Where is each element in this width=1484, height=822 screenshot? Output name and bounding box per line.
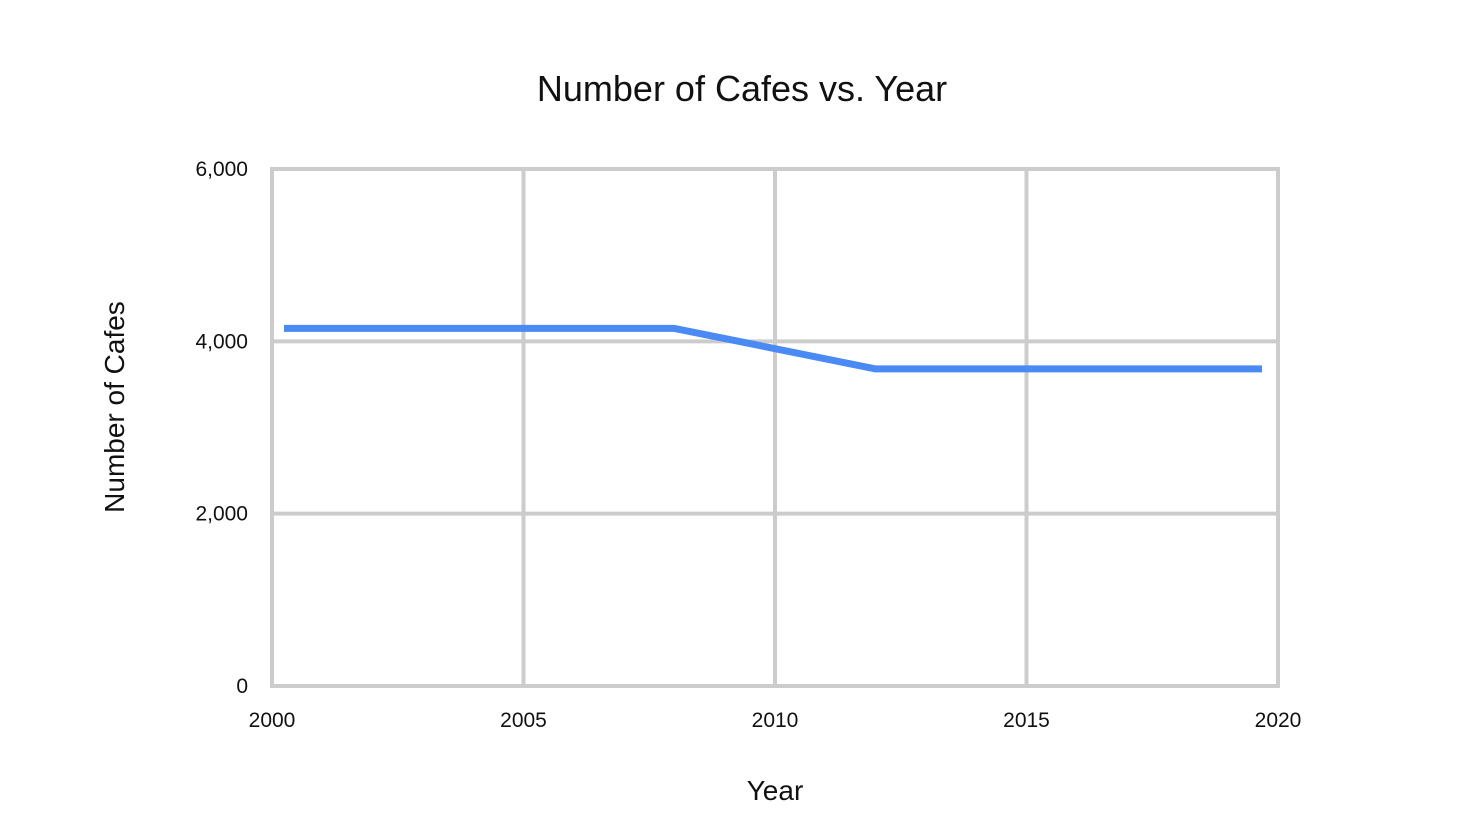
y-tick-label: 2,000 — [195, 503, 248, 526]
y-tick-label: 0 — [236, 675, 248, 698]
x-tick-label: 2015 — [1003, 709, 1050, 732]
y-tick-label: 4,000 — [195, 330, 248, 353]
x-tick-label: 2000 — [249, 709, 296, 732]
y-axis-title: Number of Cafes — [99, 301, 130, 513]
series-layer — [284, 324, 1262, 373]
series-line — [284, 324, 1262, 373]
y-tick-label: 6,000 — [195, 158, 248, 181]
x-axis-title: Year — [747, 775, 804, 806]
plot-area — [270, 167, 1280, 688]
x-tick-label: 2005 — [500, 709, 547, 732]
x-tick-label: 2010 — [752, 709, 799, 732]
x-axis-ticks: 2000 2005 2010 2015 2020 — [249, 709, 1302, 732]
grid — [270, 167, 1280, 688]
x-tick-label: 2020 — [1255, 709, 1302, 732]
y-axis-ticks: 0 2,000 4,000 6,000 — [195, 158, 248, 698]
chart-title: Number of Cafes vs. Year — [537, 68, 947, 109]
